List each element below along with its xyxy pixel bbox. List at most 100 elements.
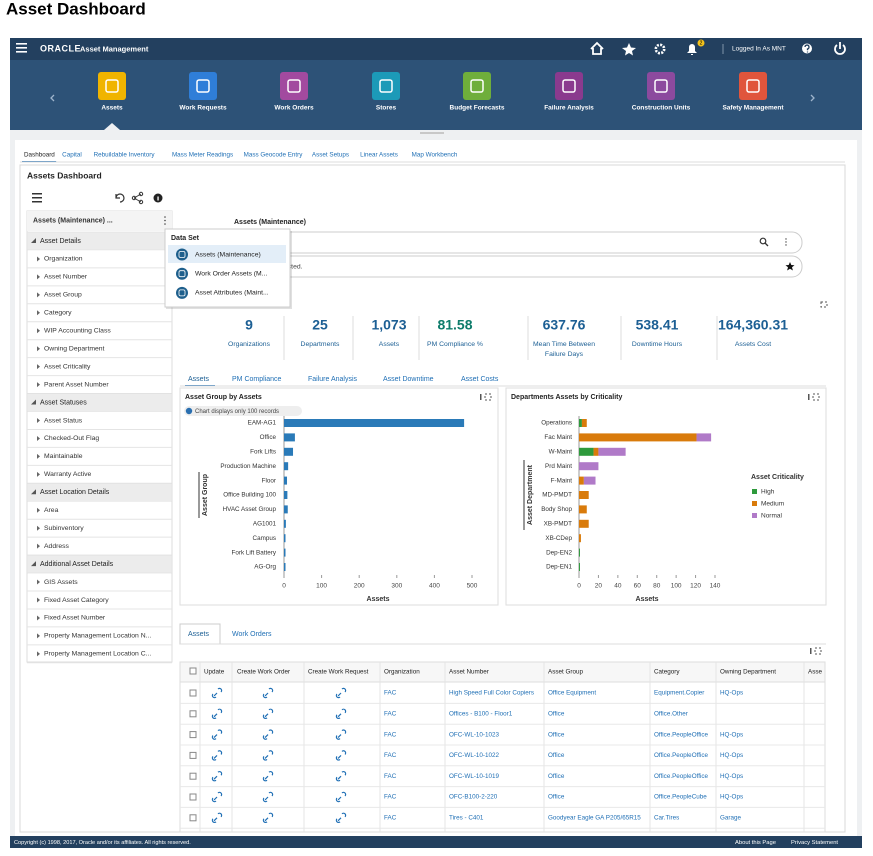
table-cell[interactable]: HQ-Ops: [720, 690, 743, 697]
group-name[interactable]: Asset Details: [40, 238, 81, 245]
metric-value[interactable]: 164,360.31: [718, 317, 788, 333]
bottom-tab[interactable]: Assets: [188, 631, 210, 638]
nav-icon[interactable]: [555, 72, 583, 100]
table-cell[interactable]: FAC: [384, 731, 397, 738]
nav-label[interactable]: Safety Management: [722, 105, 784, 112]
link-icon[interactable]: [211, 708, 223, 719]
table-cell[interactable]: OFC-WL-10-1023: [449, 731, 500, 738]
attribute-item[interactable]: Owning Department: [44, 345, 105, 352]
attribute-item[interactable]: Address: [44, 543, 70, 550]
bar-segment[interactable]: [579, 447, 594, 456]
nav-icon[interactable]: [98, 72, 126, 100]
table-cell[interactable]: OFC-B100-2-220: [449, 794, 498, 801]
chart-expand[interactable]: [812, 393, 820, 401]
bar[interactable]: [284, 505, 288, 514]
table-cell[interactable]: Office: [548, 731, 565, 738]
table-cell[interactable]: Goodyear Eagle GA P205/65R15: [548, 814, 641, 821]
chart-tab[interactable]: PM Compliance: [232, 376, 282, 383]
table-cell[interactable]: Office: [548, 773, 565, 780]
bar-segment[interactable]: [579, 419, 582, 427]
bar-segment[interactable]: [598, 447, 626, 456]
dataset-option[interactable]: Asset Attributes (Maint...: [195, 290, 269, 297]
row-checkbox[interactable]: [189, 731, 197, 739]
undo-icon[interactable]: [115, 193, 125, 203]
nav-label[interactable]: Stores: [376, 105, 397, 112]
row-checkbox[interactable]: [189, 689, 197, 697]
metric-value[interactable]: 9: [245, 317, 253, 333]
table-cell[interactable]: Tires - C401: [449, 814, 484, 821]
nav-next[interactable]: [810, 94, 815, 102]
dataset-menu[interactable]: [164, 216, 166, 218]
attribute-item[interactable]: Fixed Asset Category: [44, 597, 109, 604]
link-icon[interactable]: [335, 708, 347, 719]
sidebar-menu[interactable]: [32, 197, 42, 199]
link-icon[interactable]: [335, 791, 347, 803]
group-header[interactable]: [26, 554, 173, 574]
table-cell[interactable]: HQ-Ops: [720, 773, 743, 780]
link-icon[interactable]: [335, 729, 347, 740]
metric-label[interactable]: Departments: [301, 341, 341, 348]
bar-segment[interactable]: [581, 419, 587, 427]
link-icon[interactable]: [211, 750, 223, 761]
sidebar-menu[interactable]: [32, 193, 42, 195]
group-name[interactable]: Asset Statuses: [40, 399, 87, 406]
table-cell[interactable]: Car.Tires: [654, 814, 679, 821]
link-icon[interactable]: [211, 791, 223, 803]
link-icon[interactable]: [262, 791, 274, 803]
link-icon[interactable]: [262, 771, 274, 782]
bar-segment[interactable]: [579, 563, 580, 571]
metric-label[interactable]: Mean Time Between: [533, 341, 595, 348]
menu-icon[interactable]: [16, 43, 27, 45]
attribute-item[interactable]: Parent Asset Number: [44, 381, 109, 388]
dataset-option[interactable]: Assets (Maintenance): [195, 251, 261, 258]
metric-label[interactable]: Downtime Hours: [632, 341, 683, 348]
home-icon[interactable]: [590, 41, 604, 55]
link-icon[interactable]: [262, 729, 274, 740]
bar[interactable]: [284, 534, 286, 543]
table-cell[interactable]: OFC-WL-10-1022: [449, 752, 500, 759]
attribute-item[interactable]: Property Management Location C...: [44, 651, 151, 658]
metric-label[interactable]: Organizations: [228, 341, 271, 348]
metric-value[interactable]: 1,073: [371, 317, 406, 333]
attribute-item[interactable]: Asset Criticality: [44, 363, 91, 370]
group-header[interactable]: [26, 393, 173, 412]
table-cell[interactable]: Office.PeopleOffice: [654, 731, 709, 738]
table-menu[interactable]: [810, 648, 812, 654]
link-icon[interactable]: [211, 687, 223, 699]
bar-segment[interactable]: [579, 505, 587, 514]
attribute-item[interactable]: Maintainable: [44, 453, 83, 460]
table-cell[interactable]: FAC: [384, 794, 397, 801]
table-cell[interactable]: Office.PeopleCube: [654, 794, 707, 801]
bar-segment[interactable]: [593, 447, 599, 456]
dataset-name[interactable]: Assets (Maintenance) ...: [33, 217, 113, 224]
sidebar-menu[interactable]: [32, 201, 42, 203]
table-cell[interactable]: Garage: [720, 814, 742, 821]
row-checkbox[interactable]: [189, 710, 197, 718]
tab[interactable]: Map Workbench: [412, 152, 458, 159]
link-icon[interactable]: [335, 750, 347, 761]
table-cell[interactable]: FAC: [384, 814, 397, 821]
bar-segment[interactable]: [696, 433, 712, 442]
signout-icon[interactable]: [834, 42, 846, 55]
group-name[interactable]: Asset Location Details: [40, 489, 110, 496]
group-name[interactable]: Additional Asset Details: [40, 561, 114, 568]
metric-value[interactable]: 637.76: [543, 317, 586, 333]
link-icon[interactable]: [335, 771, 347, 782]
bar[interactable]: [284, 447, 294, 456]
bottom-tab[interactable]: Work Orders: [232, 631, 272, 638]
bar-segment[interactable]: [579, 476, 584, 485]
link-icon[interactable]: [211, 771, 223, 782]
bar[interactable]: [284, 419, 465, 427]
table-cell[interactable]: FAC: [384, 710, 397, 717]
nav-icon[interactable]: [647, 72, 675, 100]
metric-value[interactable]: 81.58: [437, 317, 472, 333]
row-checkbox[interactable]: [189, 793, 197, 801]
link-icon[interactable]: [262, 750, 274, 761]
tab[interactable]: Mass Meter Readings: [172, 152, 233, 159]
table-expand[interactable]: [814, 647, 822, 655]
table-cell[interactable]: HQ-Ops: [720, 731, 743, 738]
metric-label[interactable]: PM Compliance %: [427, 341, 483, 348]
chart-tab[interactable]: Failure Analysis: [308, 376, 358, 383]
table-cell[interactable]: Office.PeopleOffice: [654, 773, 709, 780]
table-cell[interactable]: OFC-WL-10-1019: [449, 773, 500, 780]
